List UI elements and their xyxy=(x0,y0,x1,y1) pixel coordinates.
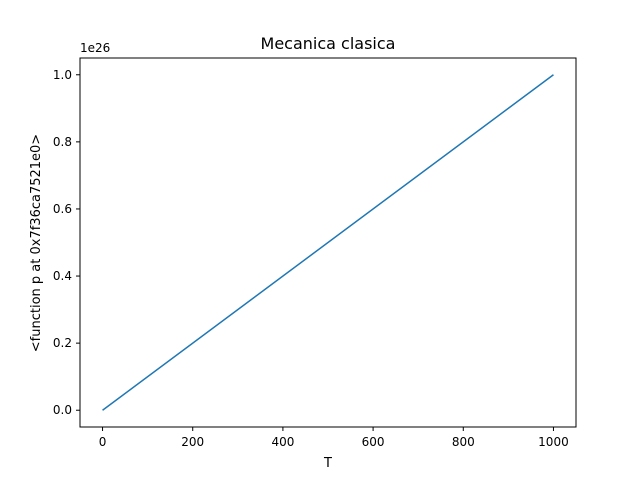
x-tick-label: 800 xyxy=(452,435,475,449)
y-axis-label: <function p at 0x7f36ca7521e0> xyxy=(29,134,44,352)
ticks-layer: 0 200 400 600 800 1000 0.0 0.2 0.4 0.6 0.8 1.0 xyxy=(53,68,569,449)
y-tick-label: 1.0 xyxy=(53,68,72,82)
y-tick-label: 0.4 xyxy=(53,269,72,283)
chart-title: Mecanica clasica xyxy=(261,34,396,53)
plot-frame xyxy=(79,57,577,428)
x-tick-label: 0 xyxy=(99,435,107,449)
series-layer xyxy=(102,74,554,411)
y-tick-label: 0.6 xyxy=(53,202,72,216)
y-axis-offset-label: 1e26 xyxy=(80,41,110,55)
x-axis-label: T xyxy=(323,456,332,471)
y-tick-label: 0.2 xyxy=(53,336,72,350)
y-tick-label: 0.0 xyxy=(53,403,72,417)
x-tick-label: 400 xyxy=(271,435,294,449)
y-tick-label: 0.8 xyxy=(53,135,72,149)
x-tick-label: 600 xyxy=(362,435,385,449)
x-tick-label: 200 xyxy=(181,435,204,449)
x-tick-label: 1000 xyxy=(538,435,569,449)
series-line-0 xyxy=(102,74,554,411)
